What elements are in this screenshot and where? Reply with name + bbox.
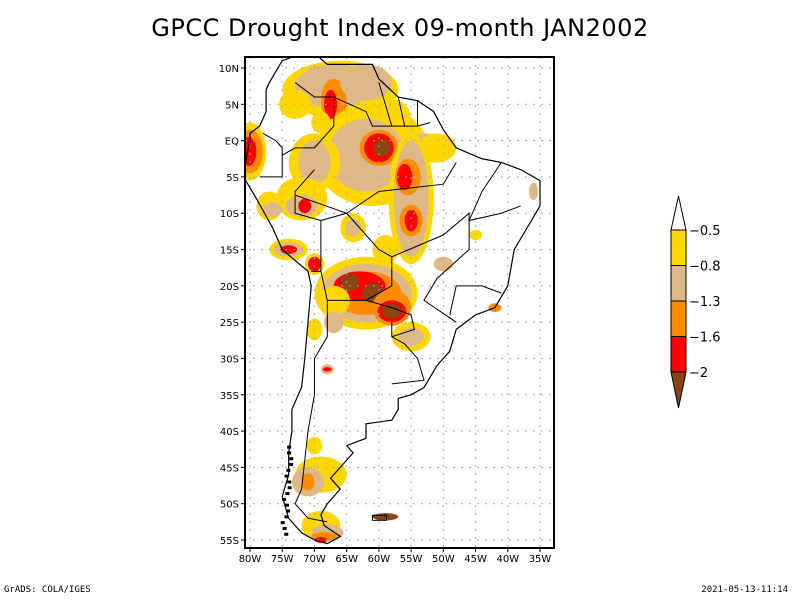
drought-shading — [245, 60, 539, 543]
y-tick-label: 5S — [226, 173, 239, 184]
timestamp: 2021-05-13-11:14 — [701, 585, 788, 595]
y-tick-label: 50S — [220, 500, 239, 511]
island — [282, 497, 287, 501]
drought-area — [372, 513, 399, 521]
country-border — [333, 96, 431, 127]
island — [286, 468, 291, 472]
y-tick-label: 5N — [225, 100, 239, 111]
colorbar-segment — [670, 229, 687, 266]
island — [289, 463, 294, 467]
drought-area — [308, 256, 321, 272]
x-tick-label: 65W — [335, 554, 358, 565]
coastline — [245, 57, 541, 545]
y-tick-label: 10N — [219, 64, 239, 75]
y-tick-label: 45S — [220, 463, 239, 474]
y-tick-label: 30S — [220, 354, 239, 365]
island — [287, 480, 292, 484]
country-border — [365, 299, 415, 338]
x-tick-label: 35W — [529, 554, 552, 565]
island — [284, 515, 289, 519]
colorbar-label: −1.6 — [689, 331, 721, 346]
y-tick-label: 15S — [220, 246, 239, 257]
coastlines-borders — [245, 57, 541, 545]
island — [284, 532, 289, 536]
x-tick-label: 55W — [400, 554, 423, 565]
island — [289, 457, 294, 461]
drought-area — [396, 163, 413, 190]
colorbar-segment — [670, 265, 687, 302]
colorbar-segment — [670, 371, 687, 409]
falkland-islands — [371, 514, 387, 521]
country-border — [378, 82, 393, 127]
country-border — [468, 162, 521, 222]
x-tick-label: 45W — [464, 554, 487, 565]
y-tick-label: EQ — [225, 137, 239, 148]
country-border — [391, 212, 470, 323]
y-axis: 10N 5N EQ 5S 10S 15S 20S 25S 30S 35S 40S 45S 50S 55S — [219, 64, 245, 547]
drought-area — [340, 64, 392, 101]
island — [285, 492, 290, 496]
x-tick-label: 50W — [432, 554, 455, 565]
island — [286, 509, 291, 513]
drought-area — [298, 198, 312, 214]
island — [284, 474, 289, 478]
colorbar-legend: −0.5 −0.8 −1.3 −1.6 −2 — [670, 195, 721, 409]
x-tick-label: 60W — [368, 554, 391, 565]
colorbar-segment — [670, 336, 687, 373]
drought-area — [404, 209, 418, 232]
y-tick-label: 40S — [220, 427, 239, 438]
country-border — [294, 162, 457, 214]
country-border — [391, 336, 425, 385]
island — [287, 451, 292, 455]
colorbar-segment — [670, 195, 687, 231]
drought-area — [382, 304, 402, 319]
country-border — [294, 300, 328, 523]
y-tick-label: 20S — [220, 282, 239, 293]
x-tick-label: 70W — [303, 554, 326, 565]
x-tick-label: 80W — [239, 554, 262, 565]
y-tick-label: 10S — [220, 209, 239, 220]
island — [285, 503, 290, 507]
island — [280, 521, 285, 525]
drought-area — [373, 139, 391, 157]
drought-area — [372, 235, 399, 265]
chart-title: GPCC Drought Index 09-month JAN2002 — [151, 14, 649, 42]
colorbar-label: −1.3 — [689, 295, 721, 310]
colorbar-label: −2 — [689, 366, 708, 381]
drought-area — [345, 219, 361, 237]
y-tick-label: 55S — [220, 536, 239, 547]
drought-area — [393, 140, 429, 257]
island — [282, 526, 287, 530]
gridlines — [245, 57, 554, 548]
drought-area — [529, 182, 539, 201]
drought-area — [340, 273, 359, 291]
plot-frame — [244, 56, 555, 549]
drought-area — [306, 436, 323, 455]
drought-area — [279, 89, 312, 119]
x-axis: 80W 75W 70W 65W 60W 55W 50W 45W 40W 35W — [239, 548, 552, 565]
drought-area — [469, 229, 482, 241]
country-border — [281, 82, 335, 156]
drought-area — [245, 136, 257, 167]
country-border — [397, 96, 406, 127]
y-tick-label: 25S — [220, 318, 239, 329]
country-border — [449, 285, 502, 316]
grads-credit: GrADS: COLA/IGES — [4, 585, 91, 595]
island — [287, 445, 292, 449]
drought-area — [433, 256, 454, 272]
island — [287, 486, 292, 490]
drought-area — [301, 473, 315, 491]
colorbar-label: −0.5 — [689, 224, 721, 239]
y-tick-label: 35S — [220, 391, 239, 402]
x-tick-label: 75W — [271, 554, 294, 565]
colorbar-label: −0.8 — [689, 260, 721, 275]
drought-area — [322, 367, 332, 372]
country-border — [259, 132, 283, 178]
x-tick-label: 40W — [496, 554, 519, 565]
colorbar-segment — [670, 300, 687, 337]
